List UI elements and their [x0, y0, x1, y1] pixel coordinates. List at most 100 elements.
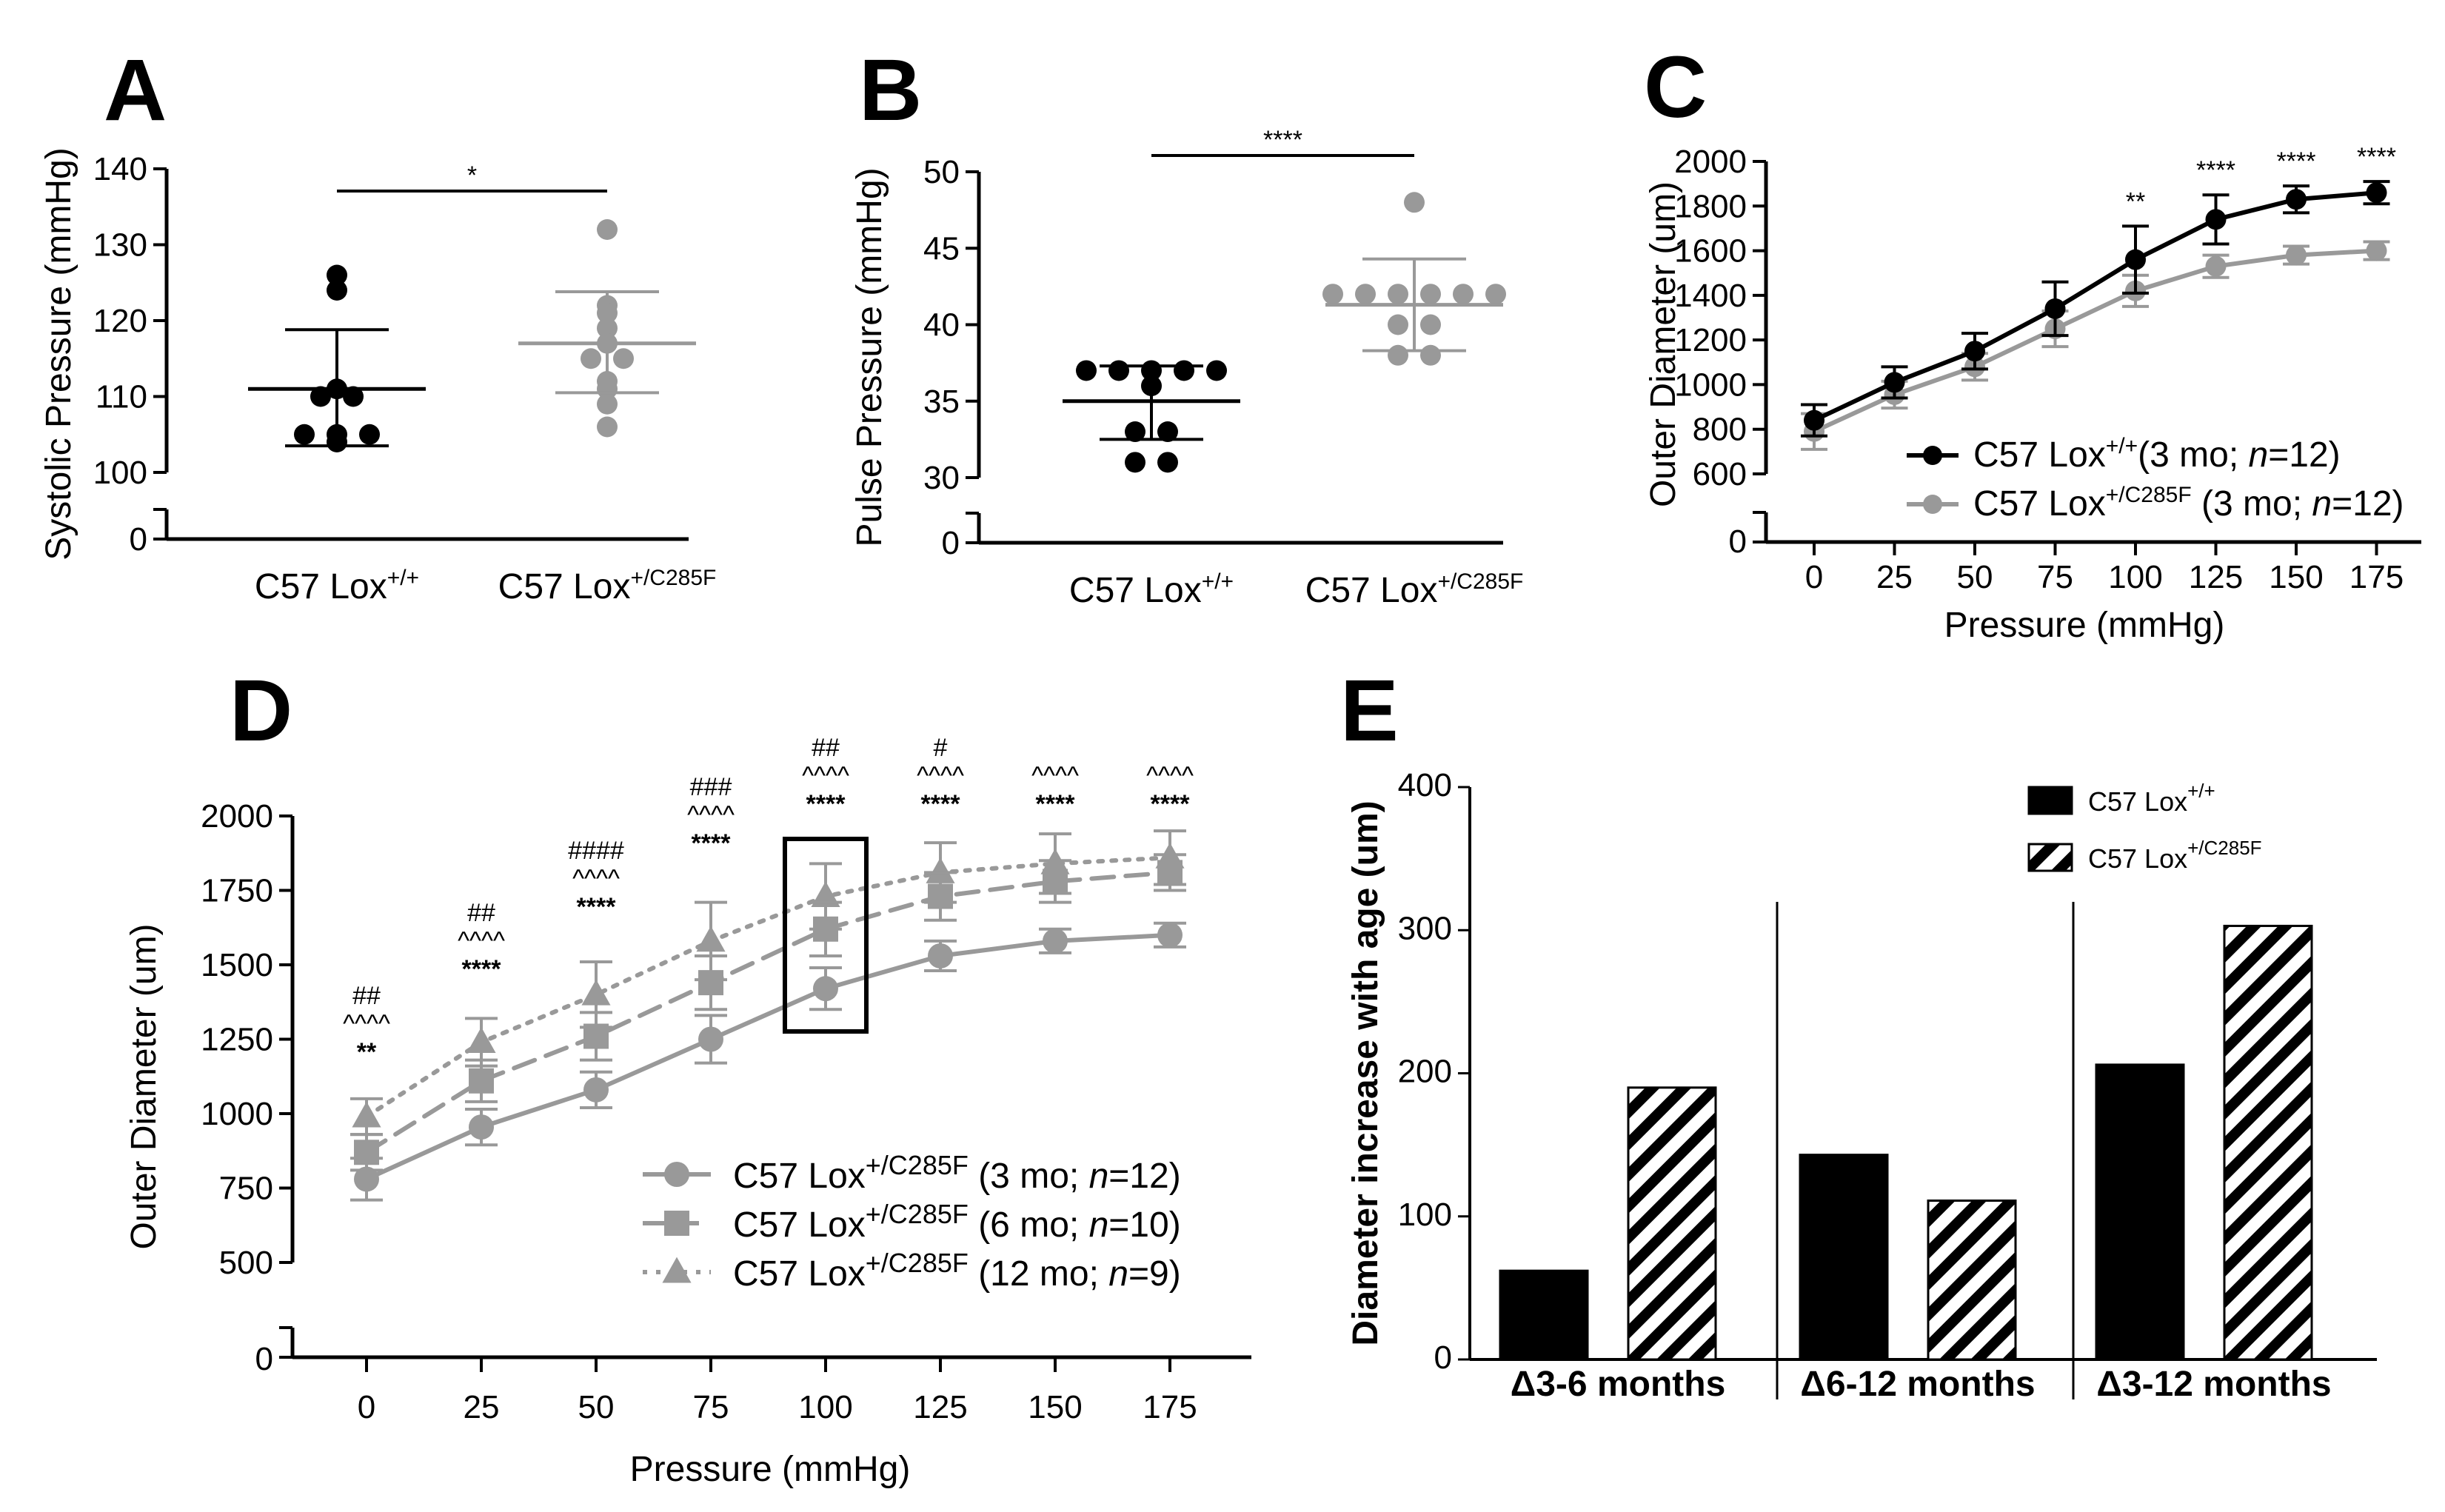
significance-label: * — [467, 161, 477, 190]
data-point — [928, 943, 953, 969]
significance-label: **** — [2277, 147, 2316, 175]
data-point — [2205, 209, 2227, 230]
legend-label: C57 Lox+/C285F (6 mo; n=10) — [733, 1199, 1181, 1245]
data-point — [597, 393, 618, 415]
data-point — [1125, 452, 1145, 473]
data-point — [613, 348, 634, 369]
legend-swatch — [2027, 843, 2073, 872]
y-axis-label: Systolic Pressure (mmHg) — [39, 147, 78, 560]
significance-label: ^^^^ — [458, 927, 505, 955]
data-point — [926, 857, 955, 883]
data-point — [327, 264, 347, 286]
significance-label: ## — [352, 982, 381, 1010]
x-axis-label: Pressure (mmHg) — [1944, 606, 2225, 645]
y-tick-label-zero: 0 — [130, 521, 147, 558]
significance-label: **** — [692, 829, 732, 857]
significance-label: # — [934, 734, 948, 762]
x-tick-label: 75 — [693, 1389, 729, 1425]
y-tick-label: 300 — [1398, 910, 1452, 946]
x-category-label: Δ3-6 months — [1511, 1365, 1726, 1404]
legend-label: C57 Lox+/C285F — [2088, 837, 2262, 874]
data-point — [2044, 298, 2066, 319]
data-point — [1157, 421, 1178, 443]
y-tick-label: 140 — [93, 151, 147, 187]
data-point — [696, 926, 726, 952]
y-tick-label: 1250 — [201, 1022, 273, 1058]
y-axis-label: Pulse Pressure (mmHg) — [850, 167, 889, 546]
series-line — [1813, 248, 2377, 434]
series-line — [364, 855, 1172, 1120]
data-point — [1043, 928, 1068, 954]
data-point — [1174, 360, 1194, 381]
y-axis-label: Outer Diameter (um) — [1644, 181, 1683, 507]
significance-label: **** — [1151, 790, 1191, 818]
x-category-label: Δ6-12 months — [1800, 1365, 2035, 1404]
legend-marker — [662, 1257, 692, 1283]
x-tick-label: 0 — [358, 1389, 375, 1425]
y-tick-label: 750 — [219, 1171, 273, 1207]
data-point — [581, 348, 601, 369]
x-axis-label: Pressure (mmHg) — [630, 1450, 911, 1489]
highlight-box — [783, 837, 869, 1034]
data-point — [1453, 284, 1474, 305]
significance-label: ## — [812, 734, 840, 762]
data-point — [2286, 244, 2307, 266]
panel-label-d: D — [230, 662, 292, 760]
data-point — [2205, 255, 2227, 277]
x-tick-label: 75 — [2037, 559, 2073, 595]
panel-c-line: 2000 1800 1600 1400 1200 1000 800 600 0 0 25 50 75 10… — [1644, 143, 2421, 645]
y-tick-label: 1750 — [201, 873, 273, 909]
legend-marker — [664, 1162, 689, 1187]
y-tick-label: 1400 — [1674, 278, 1747, 314]
significance-label: ## — [467, 899, 495, 927]
y-axis-label: Outer Diameter (um) — [124, 923, 164, 1249]
data-point — [811, 881, 840, 907]
y-tick-label: 110 — [96, 379, 147, 415]
legend-label: C57 Lox+/C285F (3 mo; n=12) — [1973, 483, 2404, 523]
data-point — [469, 1114, 494, 1140]
y-tick-label: 40 — [923, 307, 960, 344]
y-tick-label: 30 — [923, 460, 960, 496]
x-tick-label: 50 — [578, 1389, 615, 1425]
y-tick-label: 1000 — [201, 1096, 273, 1132]
panel-label-c: C — [1644, 39, 1707, 136]
data-point — [1964, 341, 1985, 362]
data-point — [928, 883, 953, 909]
significance-label: **** — [806, 790, 846, 818]
y-tick-label-zero: 0 — [942, 525, 960, 561]
significance-label: #### — [568, 837, 624, 865]
bar — [2095, 1063, 2185, 1361]
data-point — [2366, 240, 2387, 261]
series-line — [1813, 190, 2377, 423]
data-point — [698, 970, 723, 996]
bar — [2223, 924, 2313, 1361]
x-tick-label: 100 — [798, 1389, 852, 1425]
y-tick-label: 1200 — [1674, 322, 1747, 358]
x-tick-label: 0 — [1805, 559, 1823, 595]
data-point — [1420, 344, 1441, 366]
data-point — [466, 1027, 496, 1053]
significance-label: ^^^^ — [343, 1010, 390, 1038]
bar — [1627, 1086, 1717, 1361]
panel-e-bar: 400 300 200 100 0 Diameter increase with age … — [1346, 767, 2377, 1404]
data-point — [1420, 284, 1441, 305]
y-tick-label: 2000 — [201, 798, 273, 834]
x-category-label: C57 Lox+/C285F — [1305, 569, 1524, 610]
bar — [1927, 1199, 2017, 1361]
significance-label: ^^^^ — [1031, 762, 1079, 790]
data-point — [583, 1023, 609, 1049]
data-point — [2286, 189, 2307, 210]
y-tick-label-zero: 0 — [1729, 523, 1747, 560]
x-tick-label: 25 — [1876, 559, 1913, 595]
y-tick-label: 100 — [1398, 1197, 1452, 1233]
y-tick-label: 500 — [219, 1245, 273, 1281]
data-point — [310, 386, 331, 407]
y-tick-label: 200 — [1398, 1054, 1452, 1090]
data-point — [1157, 922, 1183, 948]
significance-label: **** — [2196, 156, 2235, 184]
panel-label-e: E — [1340, 662, 1399, 760]
data-point — [1804, 409, 1824, 431]
y-tick-label: 1000 — [1674, 367, 1747, 403]
data-point — [327, 280, 347, 301]
